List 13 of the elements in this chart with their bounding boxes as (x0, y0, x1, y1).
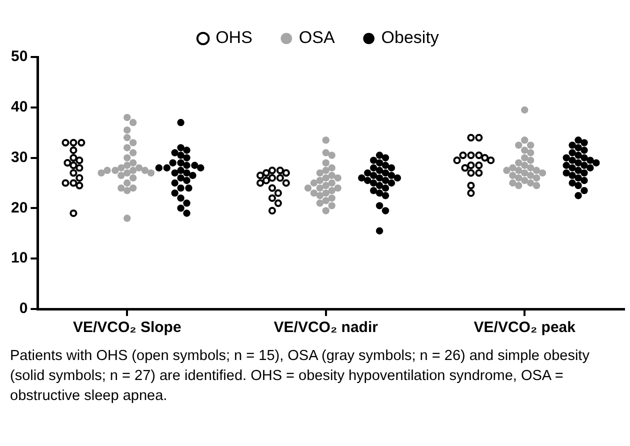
legend-label: Obesity (381, 28, 440, 48)
y-tick-label: 20 (10, 199, 28, 216)
text: Patients with OHS (open symbols; n = 15), OSA (gray symbols; n = 26) and simple obesity (solid symbols; n = 27) are identified. OHS = obesity hypoventilation syndrome, OSA = obstructive sleep apnea. (10, 347, 590, 406)
x-tick-label: VE/VCO₂ peak (474, 319, 576, 336)
legend-label: OHS (216, 28, 252, 48)
y-tick-label: 50 (10, 48, 28, 66)
legend-label: OSA (298, 28, 336, 48)
y-tick-label: 0 (19, 300, 28, 318)
x-tick-label: VE/VCO₂ nadir (274, 319, 378, 336)
x-tick-label: VE/VCO₂ Slope (72, 319, 182, 336)
y-tick-label: 40 (10, 98, 28, 116)
y-tick-label: 30 (10, 148, 28, 166)
y-tick-label: 10 (10, 250, 28, 267)
